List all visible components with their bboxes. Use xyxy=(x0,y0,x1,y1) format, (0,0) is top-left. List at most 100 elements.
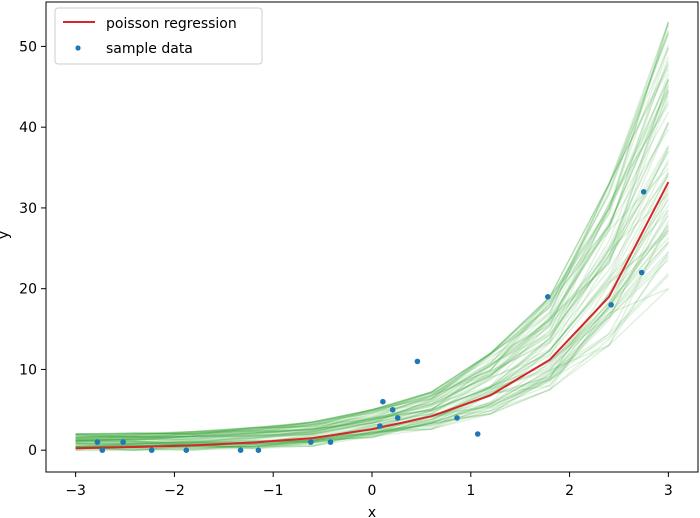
posterior-sample-line xyxy=(75,204,669,446)
posterior-sample-line xyxy=(75,288,669,451)
posterior-sample-line xyxy=(75,29,670,439)
x-axis-ticks: −3 −2 −1 0 1 2 3 xyxy=(65,472,673,499)
x-tick-label: −1 xyxy=(263,483,284,499)
posterior-sample-line xyxy=(75,79,670,440)
posterior-sample-line xyxy=(75,78,670,442)
sample-point xyxy=(327,439,334,445)
sample-point xyxy=(414,358,421,365)
posterior-sample-line xyxy=(75,86,670,436)
posterior-sample-line xyxy=(75,175,669,444)
posterior-sample-line xyxy=(75,47,670,439)
y-axis-label: y xyxy=(0,231,12,239)
posterior-sample-line xyxy=(75,251,669,451)
y-axis-ticks: 0 10 20 30 40 50 xyxy=(19,39,46,459)
posterior-sample-line xyxy=(75,33,670,438)
posterior-sample-line xyxy=(75,24,670,435)
posterior-sample-line xyxy=(75,104,669,442)
sample-point xyxy=(148,447,155,454)
posterior-sample-line xyxy=(75,122,670,442)
sample-point xyxy=(377,423,383,429)
posterior-sample-line xyxy=(75,172,670,449)
sample-point xyxy=(380,398,386,405)
posterior-sample-line xyxy=(75,128,669,442)
posterior-sample-line xyxy=(75,21,670,436)
sample-point xyxy=(640,189,647,195)
x-tick-label: −3 xyxy=(65,483,86,499)
y-tick-label: 30 xyxy=(19,201,37,217)
posterior-sample-line xyxy=(75,84,670,441)
sample-point xyxy=(255,447,262,454)
x-axis-label: x xyxy=(368,505,376,518)
sample-point xyxy=(394,415,401,421)
posterior-sample-line xyxy=(75,256,669,450)
sample-point xyxy=(545,294,551,300)
x-tick-label: 1 xyxy=(466,483,475,499)
posterior-sample-line xyxy=(75,193,669,446)
posterior-sample-line xyxy=(75,95,670,441)
y-tick-label: 10 xyxy=(19,362,37,378)
posterior-sample-line xyxy=(75,213,669,448)
posterior-sample-line xyxy=(75,47,670,439)
posterior-sample-line xyxy=(75,73,670,439)
legend-label-sample-data: sample data xyxy=(106,41,193,57)
posterior-sample-line xyxy=(75,275,669,451)
sample-point xyxy=(474,431,481,437)
posterior-sample-line xyxy=(75,78,670,441)
sample-point xyxy=(120,439,126,445)
plot-area xyxy=(46,2,698,472)
posterior-sample-line xyxy=(75,121,670,442)
posterior-sample-line xyxy=(75,199,669,446)
posterior-sample-line xyxy=(75,45,670,441)
posterior-sample-line xyxy=(75,89,670,440)
x-tick-label: 2 xyxy=(565,483,574,499)
posterior-sample-line xyxy=(75,151,670,442)
legend-label-poisson-regression: poisson regression xyxy=(106,16,237,32)
posterior-sample-line xyxy=(75,31,670,438)
posterior-sample-line xyxy=(75,209,670,448)
sample-point xyxy=(389,407,396,413)
posterior-sample-line xyxy=(75,21,670,437)
posterior-sample-line xyxy=(75,230,669,451)
posterior-samples xyxy=(75,21,670,451)
sample-point xyxy=(454,415,460,421)
posterior-sample-line xyxy=(75,174,670,441)
poisson-regression-line xyxy=(75,181,670,450)
posterior-sample-line xyxy=(75,90,670,443)
sample-data-points xyxy=(94,189,647,454)
x-tick-label: 0 xyxy=(368,483,377,499)
posterior-sample-line xyxy=(75,89,670,442)
posterior-sample-line xyxy=(75,226,670,451)
sample-point xyxy=(99,447,106,454)
posterior-sample-line xyxy=(75,33,670,438)
posterior-sample-line xyxy=(75,146,670,444)
posterior-sample-line xyxy=(75,188,670,450)
posterior-sample-line xyxy=(75,167,669,443)
y-tick-label: 20 xyxy=(19,282,37,298)
y-tick-label: 0 xyxy=(28,443,37,459)
y-tick-label: 50 xyxy=(19,39,37,55)
legend-dot-swatch xyxy=(75,45,81,51)
sample-point xyxy=(237,447,244,454)
posterior-sample-line xyxy=(75,123,670,444)
posterior-sample-line xyxy=(75,79,670,441)
sample-point xyxy=(308,439,314,445)
posterior-sample-line xyxy=(75,111,670,438)
posterior-sample-line xyxy=(75,209,669,449)
posterior-sample-line xyxy=(75,63,670,435)
sample-point xyxy=(94,439,101,445)
posterior-sample-line xyxy=(75,65,670,436)
posterior-sample-line xyxy=(75,61,670,435)
posterior-sample-line xyxy=(75,147,670,443)
posterior-sample-line xyxy=(75,241,669,451)
regression-line-layer xyxy=(75,181,670,450)
posterior-sample-line xyxy=(75,21,670,439)
posterior-sample-line xyxy=(75,68,670,435)
posterior-sample-line xyxy=(75,150,670,445)
sample-point xyxy=(638,269,645,276)
sample-point xyxy=(183,447,190,454)
posterior-sample-line xyxy=(75,101,670,440)
posterior-sample-line xyxy=(75,91,670,444)
x-tick-label: 3 xyxy=(664,483,673,499)
posterior-sample-line xyxy=(75,229,669,449)
